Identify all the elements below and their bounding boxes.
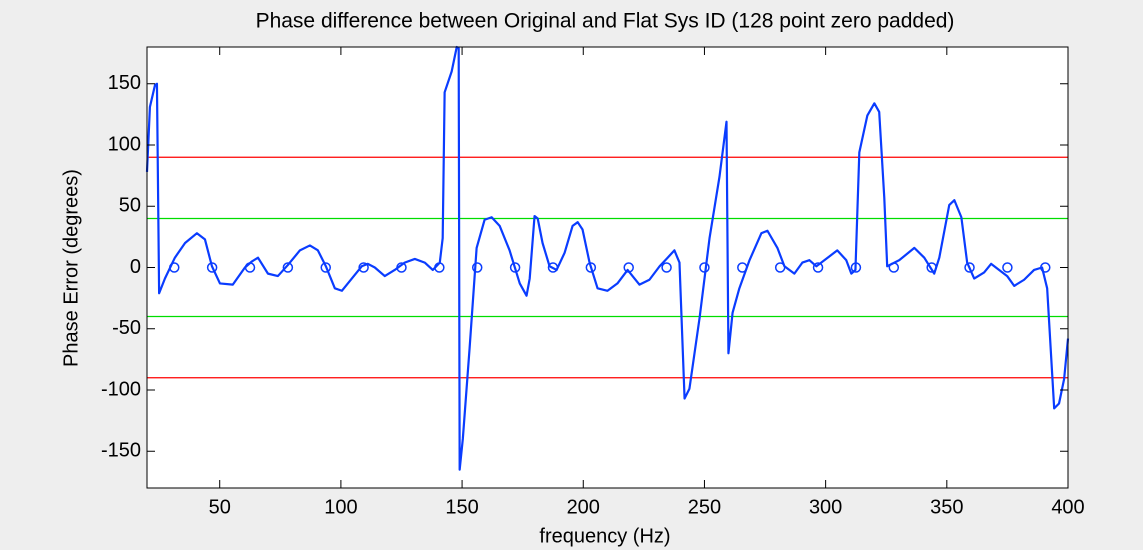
data-marker: [471, 262, 483, 273]
data-marker: [509, 262, 521, 273]
data-marker: [1002, 262, 1013, 273]
data-marker: [434, 262, 445, 273]
y-tick-label: 0: [130, 256, 141, 278]
plot-area: [147, 47, 1068, 488]
x-tick-label: 300: [809, 496, 842, 518]
data-marker: [661, 262, 672, 273]
data-marker: [964, 262, 975, 273]
data-marker: [206, 262, 218, 273]
data-marker: [812, 262, 824, 273]
x-tick-label: 400: [1051, 496, 1084, 518]
data-marker: [547, 262, 559, 273]
data-marker: [169, 262, 180, 273]
data-marker: [774, 262, 786, 273]
chart-title: Phase difference between Original and Fl…: [256, 10, 955, 33]
data-marker: [737, 262, 748, 273]
data-marker: [244, 262, 256, 273]
data-marker: [850, 262, 862, 273]
data-marker: [1040, 262, 1051, 273]
data-marker: [585, 262, 597, 273]
data-marker: [320, 262, 331, 273]
x-axis-label: frequency (Hz): [539, 525, 670, 547]
data-marker: [358, 262, 369, 273]
data-marker: [623, 262, 634, 273]
data-marker: [282, 262, 294, 273]
data-marker: [396, 262, 407, 273]
data-marker: [888, 262, 900, 273]
x-tick-label: 350: [930, 496, 963, 518]
data-line: [145, 45, 1070, 471]
y-tick-label: 100: [108, 133, 141, 155]
y-tick-label: 150: [108, 72, 141, 94]
y-axis-label: Phase Error (degrees): [60, 169, 82, 367]
x-tick-label: 200: [567, 496, 600, 518]
y-tick-label: -100: [101, 378, 141, 400]
x-tick-label: 250: [688, 496, 721, 518]
x-tick-label: 50: [209, 496, 231, 518]
data-marker: [926, 262, 937, 273]
y-tick-label: -50: [112, 317, 141, 339]
x-tick-label: 150: [445, 496, 478, 518]
data-marker: [699, 262, 710, 273]
y-tick-label: 50: [119, 195, 141, 217]
x-tick-label: 100: [324, 496, 357, 518]
y-tick-label: -150: [101, 440, 141, 462]
